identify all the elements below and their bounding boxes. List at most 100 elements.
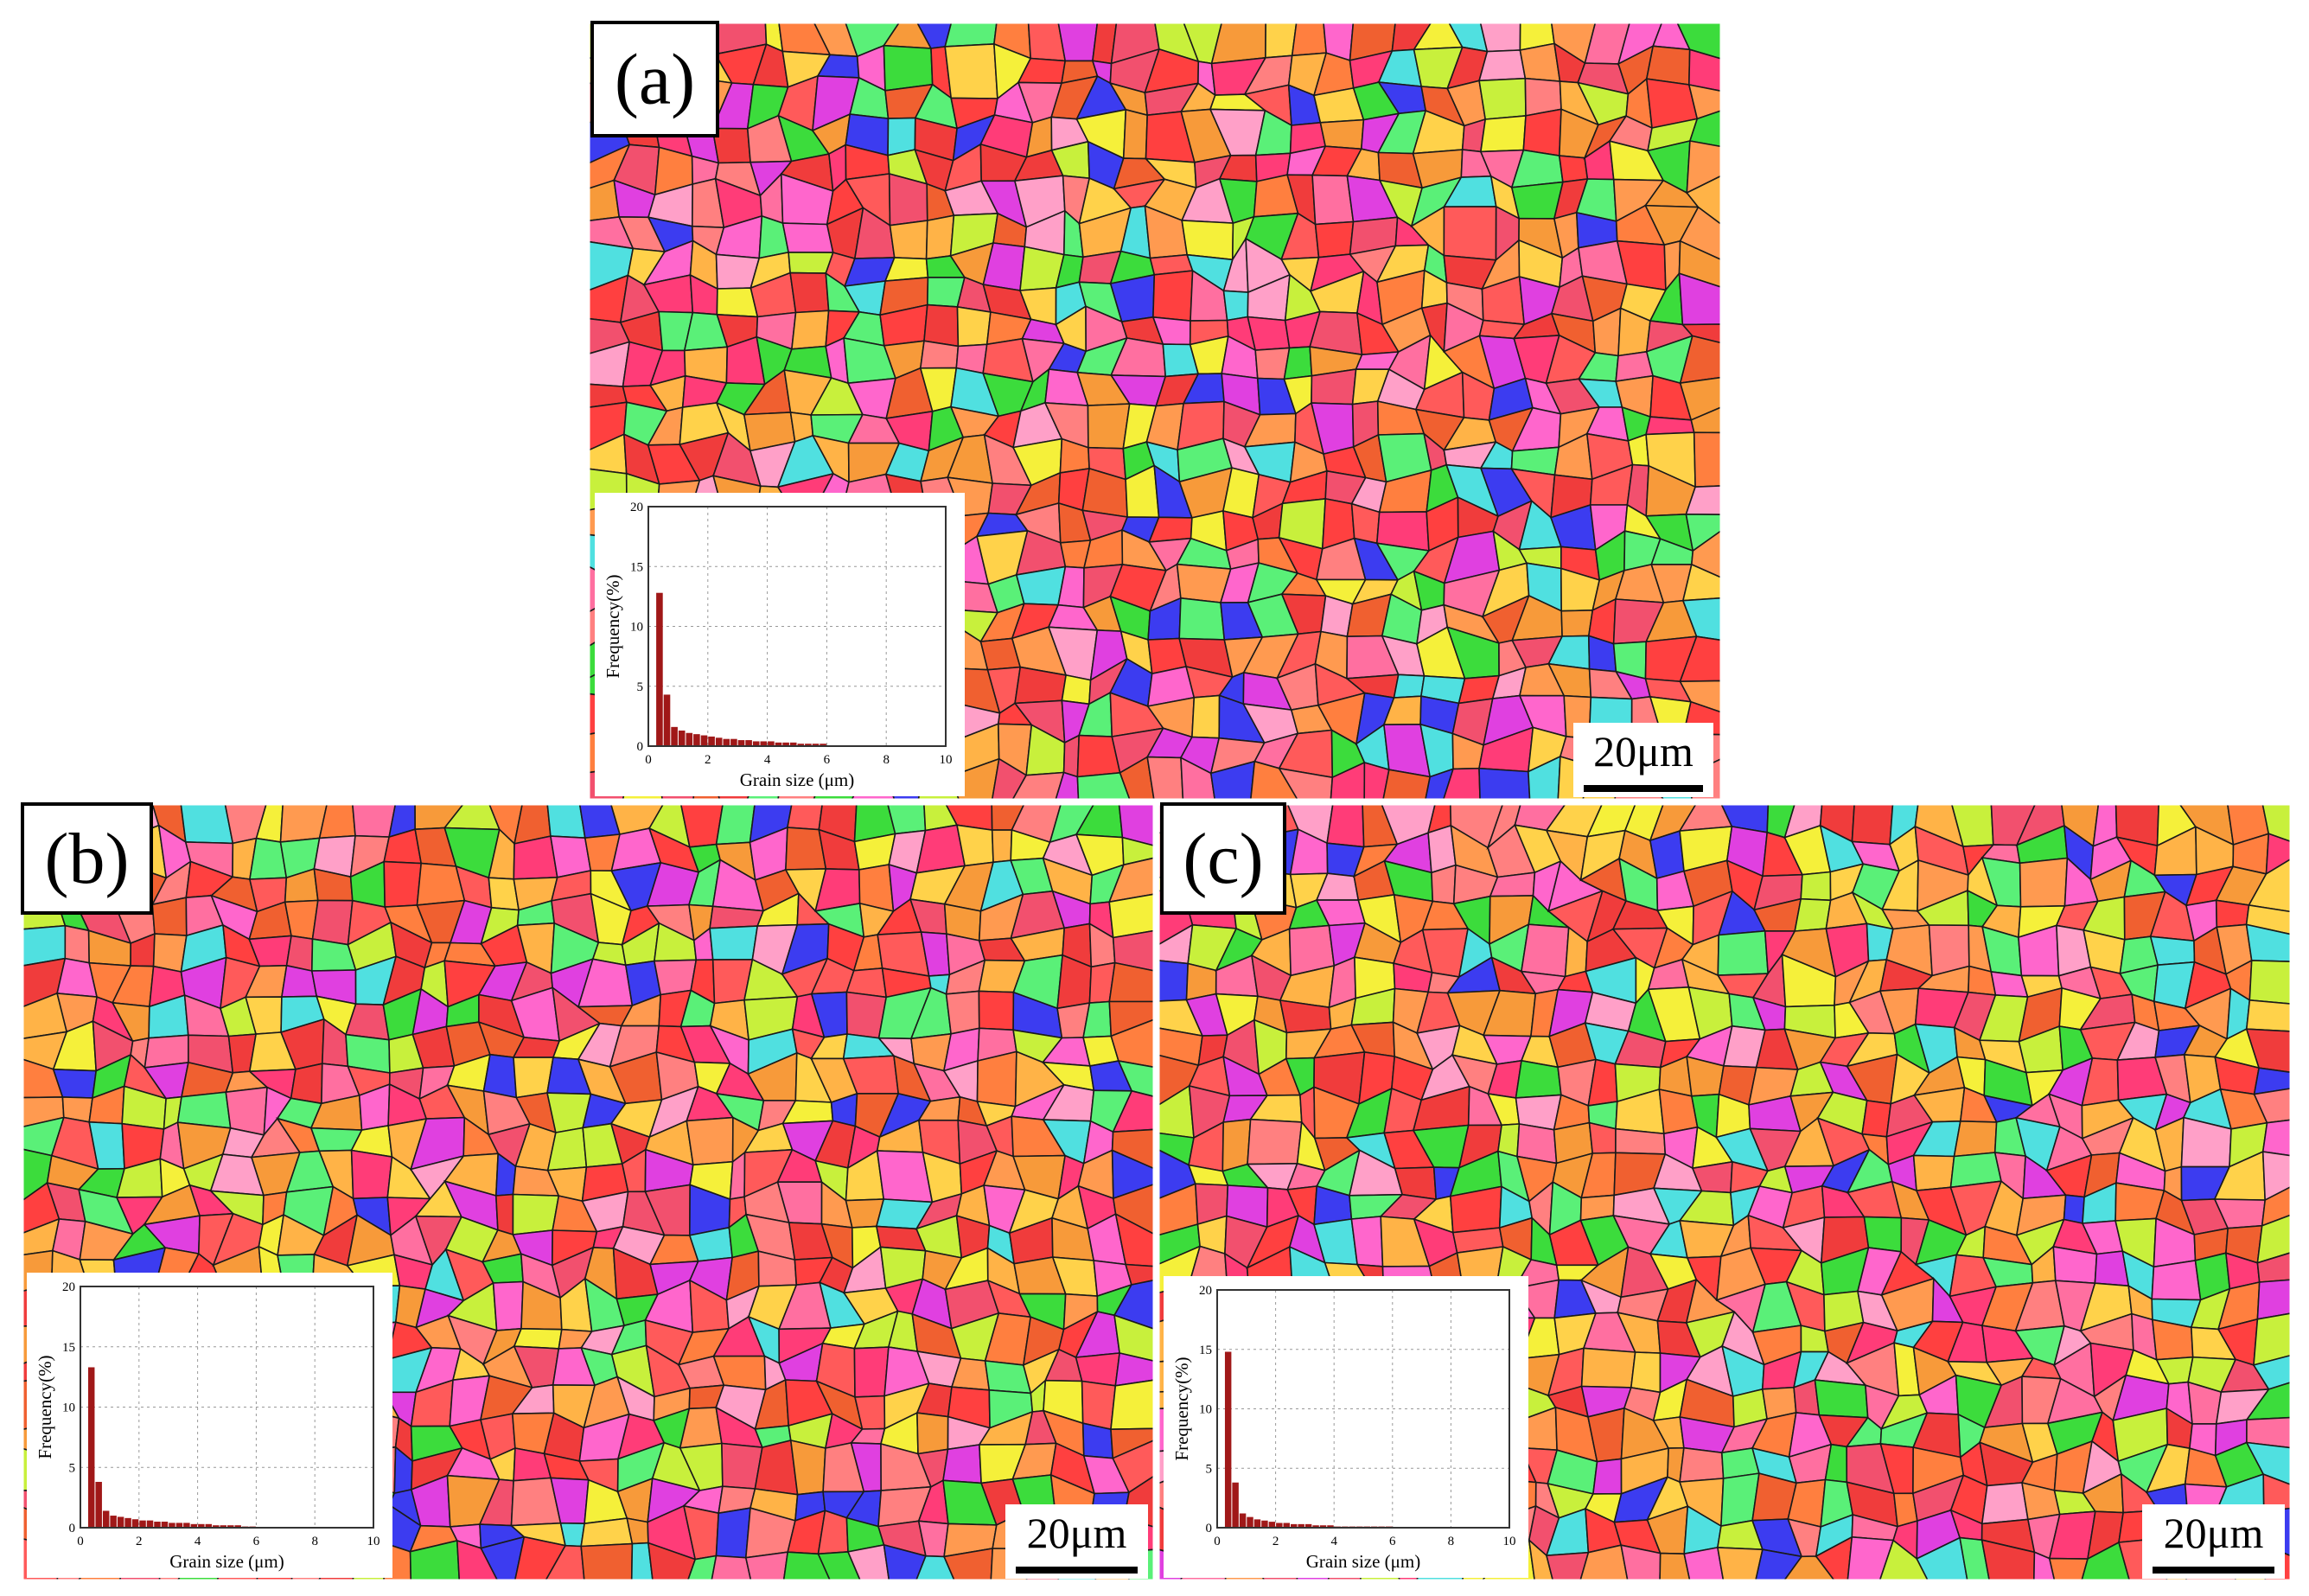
bar [1327,1525,1334,1528]
grain [1311,368,1357,405]
grain [1645,416,1695,436]
bar [146,1520,154,1528]
inset-background [1164,1276,1528,1578]
grain [744,1551,789,1581]
scale-bar-label: 20μm [1027,1509,1127,1557]
grain [1912,1154,1955,1191]
grain [492,1280,524,1331]
bar [760,741,768,746]
grain [383,860,423,908]
bar [656,592,663,746]
grain [715,1507,751,1559]
grain [1520,923,1570,978]
bar [190,1523,198,1528]
scale-box [1573,723,1713,797]
grain [513,835,558,880]
bar [708,736,715,746]
grain [1814,1379,1869,1419]
bar [663,694,671,746]
plot-frame [647,506,947,747]
y-tick-label: 0 [69,1522,76,1535]
scale-bar-label: 20μm [1593,727,1693,776]
grain [1393,674,1426,699]
y-tick-label: 20 [1199,1284,1212,1298]
y-tick-label: 20 [630,501,643,514]
grain [2215,899,2250,929]
grain [1350,1216,1384,1267]
bar [693,734,700,746]
y-tick-label: 5 [1206,1462,1213,1476]
grain [1247,316,1291,351]
label-box [21,802,153,915]
bar [678,730,686,746]
bar [1268,1522,1276,1528]
bar [1261,1520,1268,1528]
grain [64,924,91,964]
x-tick-label: 0 [1214,1535,1221,1548]
x-tick-label: 8 [311,1535,318,1548]
grain [709,905,765,929]
bar [213,1525,220,1528]
grain [2151,1259,2202,1301]
grain [1478,49,1527,82]
grain [1057,22,1099,62]
bar [752,741,760,746]
grain [1627,433,1650,467]
y-tick-label: 15 [62,1341,75,1355]
x-axis-label: Grain size (μm) [169,1551,284,1572]
scale-bar [2153,1567,2274,1574]
bar [1224,1351,1232,1528]
grain [494,1193,514,1236]
grain [1861,1099,1892,1138]
grain [653,959,698,996]
x-tick-label: 6 [824,753,831,767]
grain [789,271,830,314]
inset-background [595,493,965,796]
grain [1191,694,1221,739]
grain [1717,929,1770,976]
bar [227,1525,234,1528]
grain [1283,346,1313,380]
scale-bar [1584,785,1703,792]
grain [2245,999,2292,1032]
x-tick-label: 0 [77,1535,84,1548]
bar [169,1523,175,1528]
grain [1326,803,1365,848]
bar [700,735,708,746]
inset-background [27,1273,392,1578]
x-tick-label: 6 [253,1535,260,1548]
grain [1146,756,1184,801]
grain [1515,1059,1562,1099]
grain [580,1542,634,1581]
grain [151,897,188,936]
x-tick-label: 2 [705,753,711,767]
bar [1312,1525,1319,1528]
grain [1181,220,1234,261]
bar [95,1481,102,1528]
grain [1061,674,1092,705]
grain [1087,403,1131,450]
map-border [1157,802,2293,1582]
x-tick-label: 8 [883,753,890,767]
grain [1443,206,1497,261]
plot-frame [80,1286,374,1529]
grain [883,44,934,92]
y-tick-label: 15 [1199,1344,1212,1357]
grain [715,803,756,846]
ebsd-map [1158,803,2292,1581]
grain [1210,22,1267,65]
bar [131,1519,139,1528]
y-tick-label: 10 [1199,1403,1212,1417]
grain [1311,174,1355,226]
grain [923,303,960,348]
bar [175,1523,183,1528]
grain [1591,1458,1623,1495]
y-axis-label: Frequency(%) [1171,1357,1192,1460]
grain [1693,431,1722,488]
x-axis-label: Grain size (μm) [740,769,855,790]
grain [1158,960,1190,1002]
y-tick-label: 5 [69,1461,76,1475]
x-tick-label: 8 [1448,1535,1455,1548]
grain [290,1063,323,1105]
bar [715,737,723,746]
